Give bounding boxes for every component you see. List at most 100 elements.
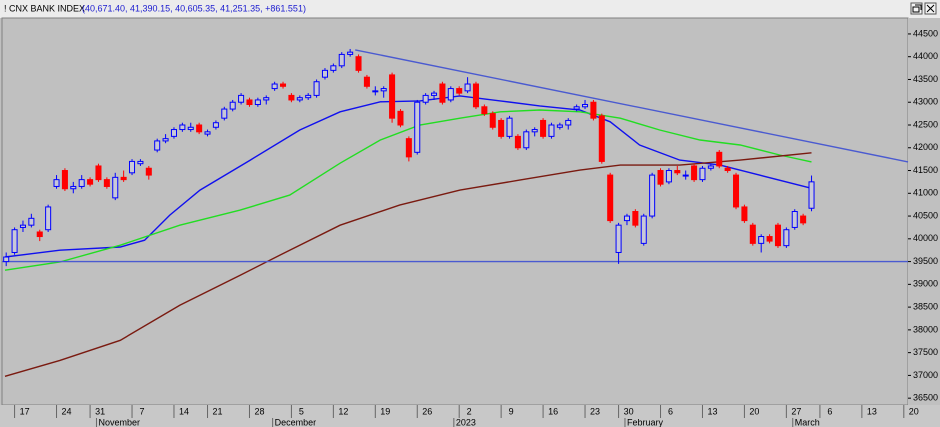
y-tick-label: 39000 [913,279,938,289]
restore-button[interactable] [910,2,923,15]
y-axis-panel [908,18,940,405]
candle-body [380,88,387,92]
x-tick-label: 13 [707,406,717,416]
candle-body [372,90,379,93]
candle-body [397,110,404,126]
candle-body [45,206,52,231]
candle-body [103,179,110,187]
candle-body [196,124,203,133]
candle-body [129,160,136,174]
x-tick-label: 2 [467,406,472,416]
candle-body [28,217,35,226]
x-tick-label: 21 [213,406,223,416]
candle-body [674,170,681,174]
candle-body [179,124,186,131]
candle-body [657,170,664,185]
candle-body [263,97,270,101]
candle-body [221,108,228,119]
y-tick-label: 39500 [913,256,938,266]
candle-body [170,129,177,137]
candle-body [78,179,85,187]
y-tick-label: 40500 [913,210,938,220]
candle-body [649,174,656,217]
candle-body [582,104,589,108]
x-tick-label: 28 [254,406,264,416]
candle-body [19,224,26,228]
x-tick-label: 24 [62,406,72,416]
candle-body [632,211,639,226]
y-tick-label: 41500 [913,165,938,175]
candle-body [498,119,505,137]
candle-body [741,206,748,222]
y-tick-label: 37500 [913,347,938,357]
candle-body [464,83,471,92]
y-tick-label: 42000 [913,142,938,152]
candle-body [246,99,253,106]
x-tick-label: 5 [299,406,304,416]
candle-body [472,83,479,108]
plot-area [1,17,909,406]
y-tick-label: 43500 [913,74,938,84]
x-tick-label: 27 [791,406,801,416]
x-axis-panel [0,405,940,427]
plot-layer [2,48,909,377]
candle-body [758,236,765,244]
candle-body [733,174,740,208]
x-tick-label: 6 [827,406,832,416]
candle-body [36,231,43,238]
candle-body [640,215,647,244]
candle-body [271,83,278,90]
chart-subtitle: (40,671.40, 41,390.15, 40,605.35, 41,251… [82,3,306,13]
x-tick-label: 9 [509,406,514,416]
candle-body [338,53,345,67]
candle-body [355,56,362,71]
candle-body [514,135,521,149]
y-tick-label: 36500 [913,393,938,403]
chart-title: ! CNX BANK INDEX [4,3,85,13]
candle-body [699,167,706,181]
candle-body [808,181,815,209]
candle-body [481,106,488,115]
candle-body [212,122,219,128]
line [355,49,909,163]
candle-body [590,101,597,119]
candle-body [53,179,60,187]
x-tick-label: 19 [380,406,390,416]
x-tick-label: 14 [179,406,189,416]
candle-body [766,236,773,242]
candle-body [145,167,152,176]
x-tick-label: 13 [867,406,877,416]
candle-body [791,211,798,228]
candle-body [137,160,144,165]
candle-body [405,138,412,158]
candle-body [204,131,211,135]
candle-body [313,81,320,96]
x-tick-label: 20 [909,406,919,416]
y-tick-label: 40000 [913,233,938,243]
x-tick-label: 31 [95,406,105,416]
month-label: November [98,417,140,427]
month-label: February [627,417,664,427]
candle-body [363,76,370,87]
y-tick-label: 44500 [913,28,938,38]
x-tick-label: 20 [749,406,759,416]
candle-body [3,256,10,263]
candle-body [254,99,261,106]
candle-body [447,88,454,101]
candle-body [347,51,354,55]
candle-body [87,179,94,185]
candle-body [707,165,714,169]
candle-body [573,106,580,110]
restore-icon [912,4,922,13]
candle-body [112,176,119,199]
candle-body [749,224,756,244]
y-tick-label: 44000 [913,51,938,61]
candle-body [439,83,446,103]
candle-body [548,124,555,137]
candle-body [489,113,496,128]
candle-body [305,94,312,99]
candle-body [422,94,429,103]
candle-body [288,94,295,101]
candle-body [607,174,614,222]
candle-body [783,229,790,247]
